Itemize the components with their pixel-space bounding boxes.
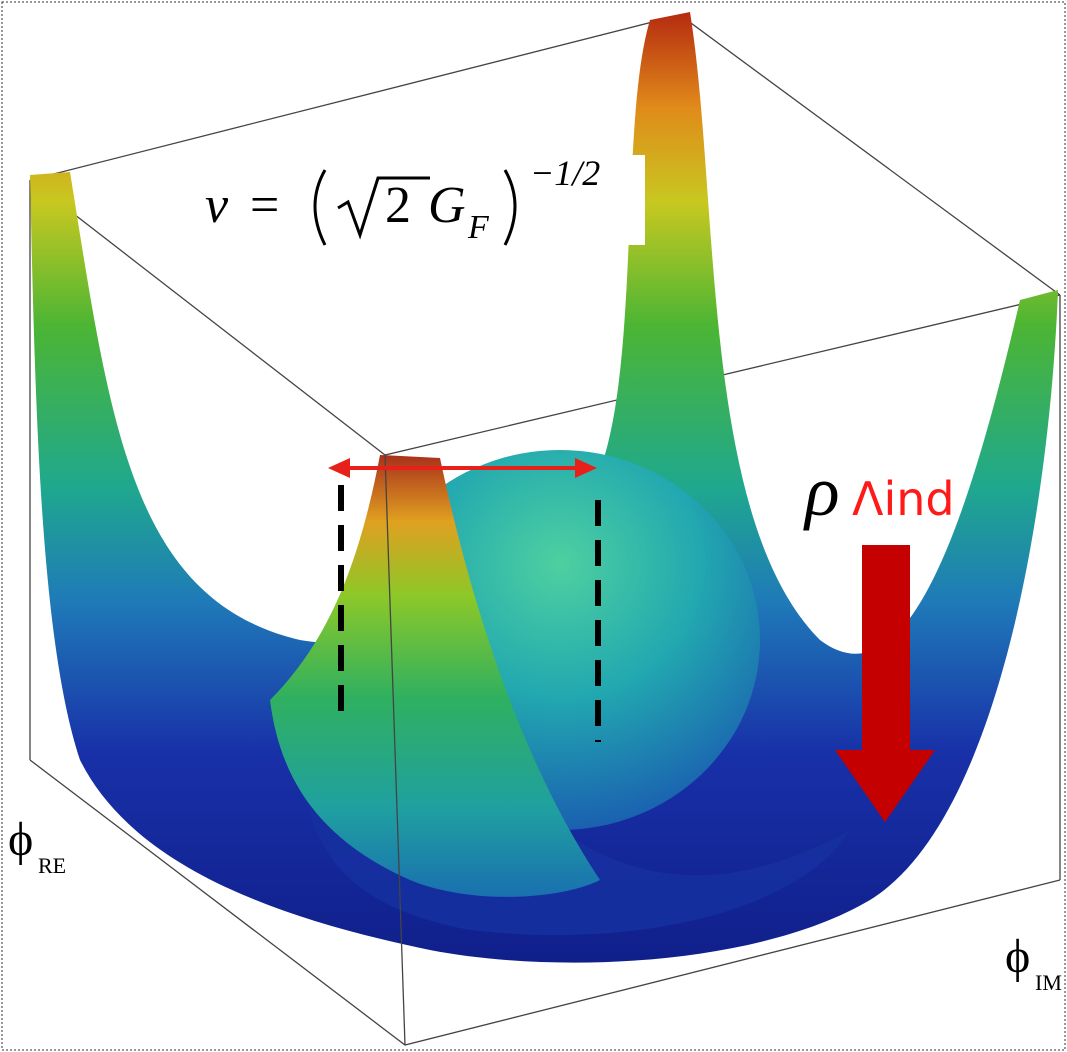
formula-exponent: −1/2 [530,153,600,193]
width-marker [328,458,601,742]
formula-eq: = [250,177,279,234]
down-arrow [835,545,935,822]
paren-open [313,169,327,246]
axis-label-im: ϕ [1005,930,1030,983]
axis-label-re: ϕ [8,813,33,866]
surface-front-peak [270,455,600,897]
formula-symbol: G [428,177,466,234]
axis-subscript-re: RE [38,853,66,878]
radical-sign [337,176,430,240]
formula: v = 2 G F −1/2 [205,153,600,246]
formula-lhs: v [205,177,229,234]
formula-radical: 2 [385,177,411,234]
box-front [29,454,1061,1046]
formula-box [190,155,645,245]
paren-close [503,169,517,246]
formula-subscript: F [467,209,490,246]
rho-symbol: ρ [803,451,840,531]
axis-subscript-im: IM [1035,970,1062,995]
rho-subscript: Λind [852,472,955,526]
